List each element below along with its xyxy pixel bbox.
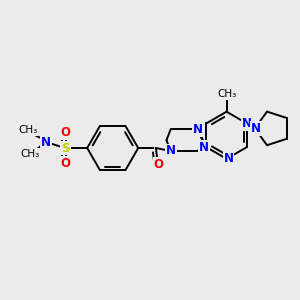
Text: N: N xyxy=(41,136,51,148)
Text: O: O xyxy=(154,158,164,171)
Text: N: N xyxy=(224,152,233,165)
Text: O: O xyxy=(61,126,70,139)
Text: N: N xyxy=(251,122,261,135)
Text: CH₃: CH₃ xyxy=(19,125,38,135)
Text: CH₃: CH₃ xyxy=(21,149,40,159)
Text: N: N xyxy=(193,123,203,136)
Text: CH₃: CH₃ xyxy=(217,89,236,99)
Text: N: N xyxy=(242,117,252,130)
Text: O: O xyxy=(61,157,70,170)
Text: N: N xyxy=(199,141,209,154)
Text: S: S xyxy=(61,142,70,154)
Text: N: N xyxy=(166,145,176,158)
